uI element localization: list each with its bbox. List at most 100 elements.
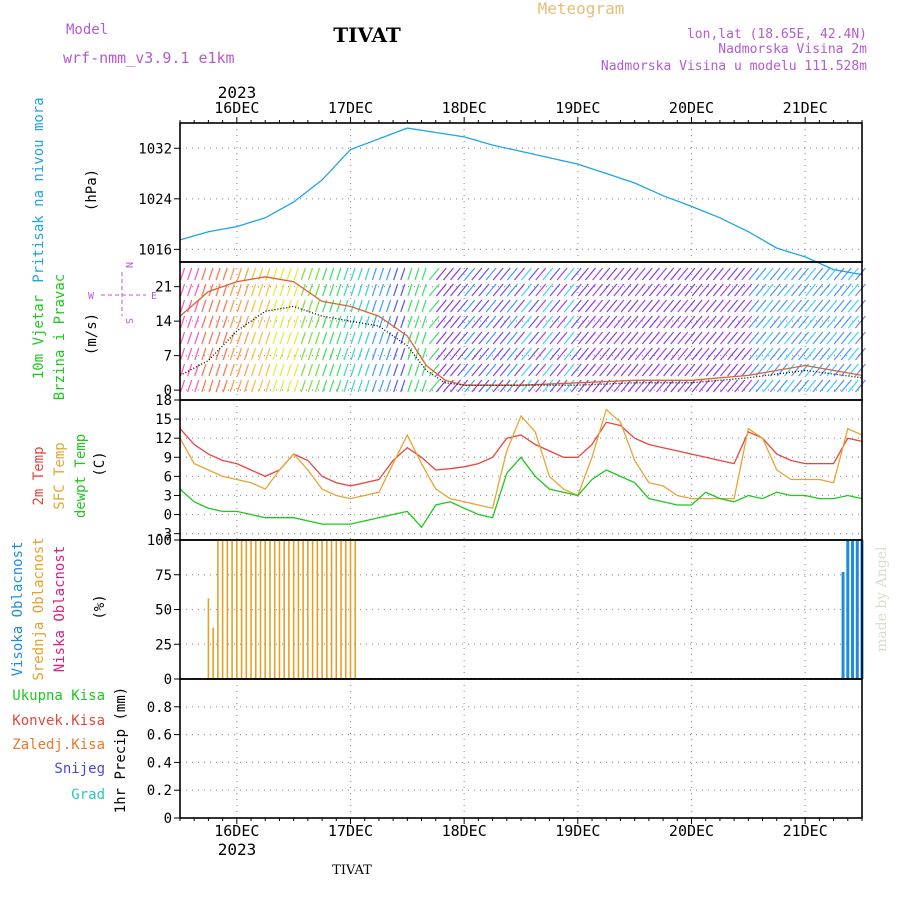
- wind-unit: (m/s): [84, 313, 100, 355]
- wind-barb: [542, 331, 554, 345]
- wind-barb: [641, 379, 653, 393]
- wind-barb: [798, 347, 810, 361]
- wind-barb: [236, 283, 242, 297]
- compass-s: S: [123, 318, 134, 324]
- wind-barb: [179, 363, 186, 377]
- wind-barb: [592, 347, 604, 361]
- wind-barb: [698, 267, 710, 281]
- temp-unit: (C): [92, 451, 108, 476]
- wind-barb: [378, 347, 385, 361]
- wind-barb: [783, 363, 795, 377]
- wind-barb: [201, 299, 207, 313]
- wind-barb: [819, 363, 831, 377]
- model-elevation-label: Nadmorska Visina u modelu 111.528m: [601, 59, 867, 74]
- wind-barb: [762, 283, 774, 297]
- wind-barb: [563, 363, 575, 377]
- wind-barb: [371, 379, 377, 393]
- wind-barb: [720, 299, 731, 313]
- wind-barb: [386, 267, 392, 281]
- wind-barb: [833, 363, 845, 377]
- wind-barb: [677, 331, 689, 345]
- wind-barb: [343, 331, 349, 345]
- wind-barb: [606, 331, 618, 345]
- wind-barb: [656, 379, 667, 393]
- wind-barb: [421, 363, 427, 377]
- wind-barb: [393, 315, 399, 329]
- wind-barb: [712, 363, 724, 377]
- wind-barb: [187, 267, 193, 281]
- wind-barb: [677, 283, 689, 297]
- temp-label-3: dewpt Temp: [73, 434, 89, 518]
- wind-barb: [357, 379, 363, 393]
- wind-barb: [521, 315, 533, 329]
- wind-barb: [691, 347, 703, 361]
- panel-pressure: 1016 1024 1032: [138, 122, 863, 276]
- wind-barb: [585, 315, 596, 329]
- wind-barb: [542, 347, 554, 361]
- wind-barb: [428, 347, 440, 361]
- wind-barb: [570, 299, 582, 313]
- wind-barb: [286, 379, 292, 393]
- wind-barb: [471, 315, 483, 329]
- wind-barb: [251, 379, 257, 393]
- wind-barb: [812, 267, 824, 281]
- wind-barb: [634, 347, 646, 361]
- wind-barb: [478, 283, 490, 297]
- wind-barb: [272, 283, 278, 297]
- precip-label-3: Zaledj.Kisa: [12, 737, 105, 753]
- wind-barb: [457, 331, 469, 345]
- wind-barb: [663, 363, 675, 377]
- wind-series-0: [179, 276, 863, 386]
- wind-barb: [634, 315, 646, 329]
- temp-ytick-label-5: 12: [155, 431, 172, 447]
- wind-barb: [251, 315, 257, 329]
- wind-barb: [378, 283, 385, 297]
- wind-barb: [407, 363, 413, 377]
- wind-barb: [570, 331, 582, 345]
- wind-barb: [407, 267, 413, 281]
- wind-barb: [613, 363, 625, 377]
- wind-barb: [791, 267, 802, 281]
- wind-barb: [450, 267, 461, 281]
- x-tick-label-bottom: 21DEC: [783, 822, 828, 840]
- x-tick-label-top: 18DEC: [442, 99, 487, 117]
- wind-barb: [798, 299, 810, 313]
- wind-barb: [307, 379, 313, 393]
- wind-barb: [435, 267, 447, 281]
- wind-barb: [542, 283, 554, 297]
- pressure-frame: [179, 122, 863, 263]
- wind-barb: [350, 299, 356, 313]
- wind-barb: [748, 347, 760, 361]
- wind-barb: [627, 363, 639, 377]
- wind-barb: [620, 315, 632, 329]
- wind-barb: [485, 331, 497, 345]
- wind-barb: [478, 331, 490, 345]
- wind-barb: [720, 283, 731, 297]
- wind-barb: [329, 331, 335, 345]
- wind-barb: [641, 267, 653, 281]
- wind-barb: [670, 331, 682, 345]
- wind-barb: [762, 331, 774, 345]
- wind-barb: [812, 283, 824, 297]
- pressure-ytick-label-1: 1024: [138, 192, 172, 208]
- wind-barb: [222, 347, 228, 361]
- wind-barb: [606, 315, 618, 329]
- wind-barb: [336, 347, 342, 361]
- wind-barb: [563, 299, 575, 313]
- wind-ytick-label-0: 0: [164, 383, 172, 399]
- wind-barb: [535, 331, 547, 345]
- wind-barb: [556, 315, 568, 329]
- wind-barb: [613, 267, 625, 281]
- wind-barb: [222, 299, 228, 313]
- wind-barb: [414, 267, 420, 281]
- wind-barb: [222, 363, 228, 377]
- wind-barb: [833, 299, 845, 313]
- wind-barb: [265, 331, 271, 345]
- wind-barb: [805, 299, 817, 313]
- wind-barb: [371, 283, 377, 297]
- temp-label-1: 2m Temp: [31, 446, 47, 505]
- wind-barb: [400, 347, 406, 361]
- wind-barb: [194, 267, 200, 281]
- wind-barb: [727, 299, 739, 313]
- wind-barb: [329, 347, 335, 361]
